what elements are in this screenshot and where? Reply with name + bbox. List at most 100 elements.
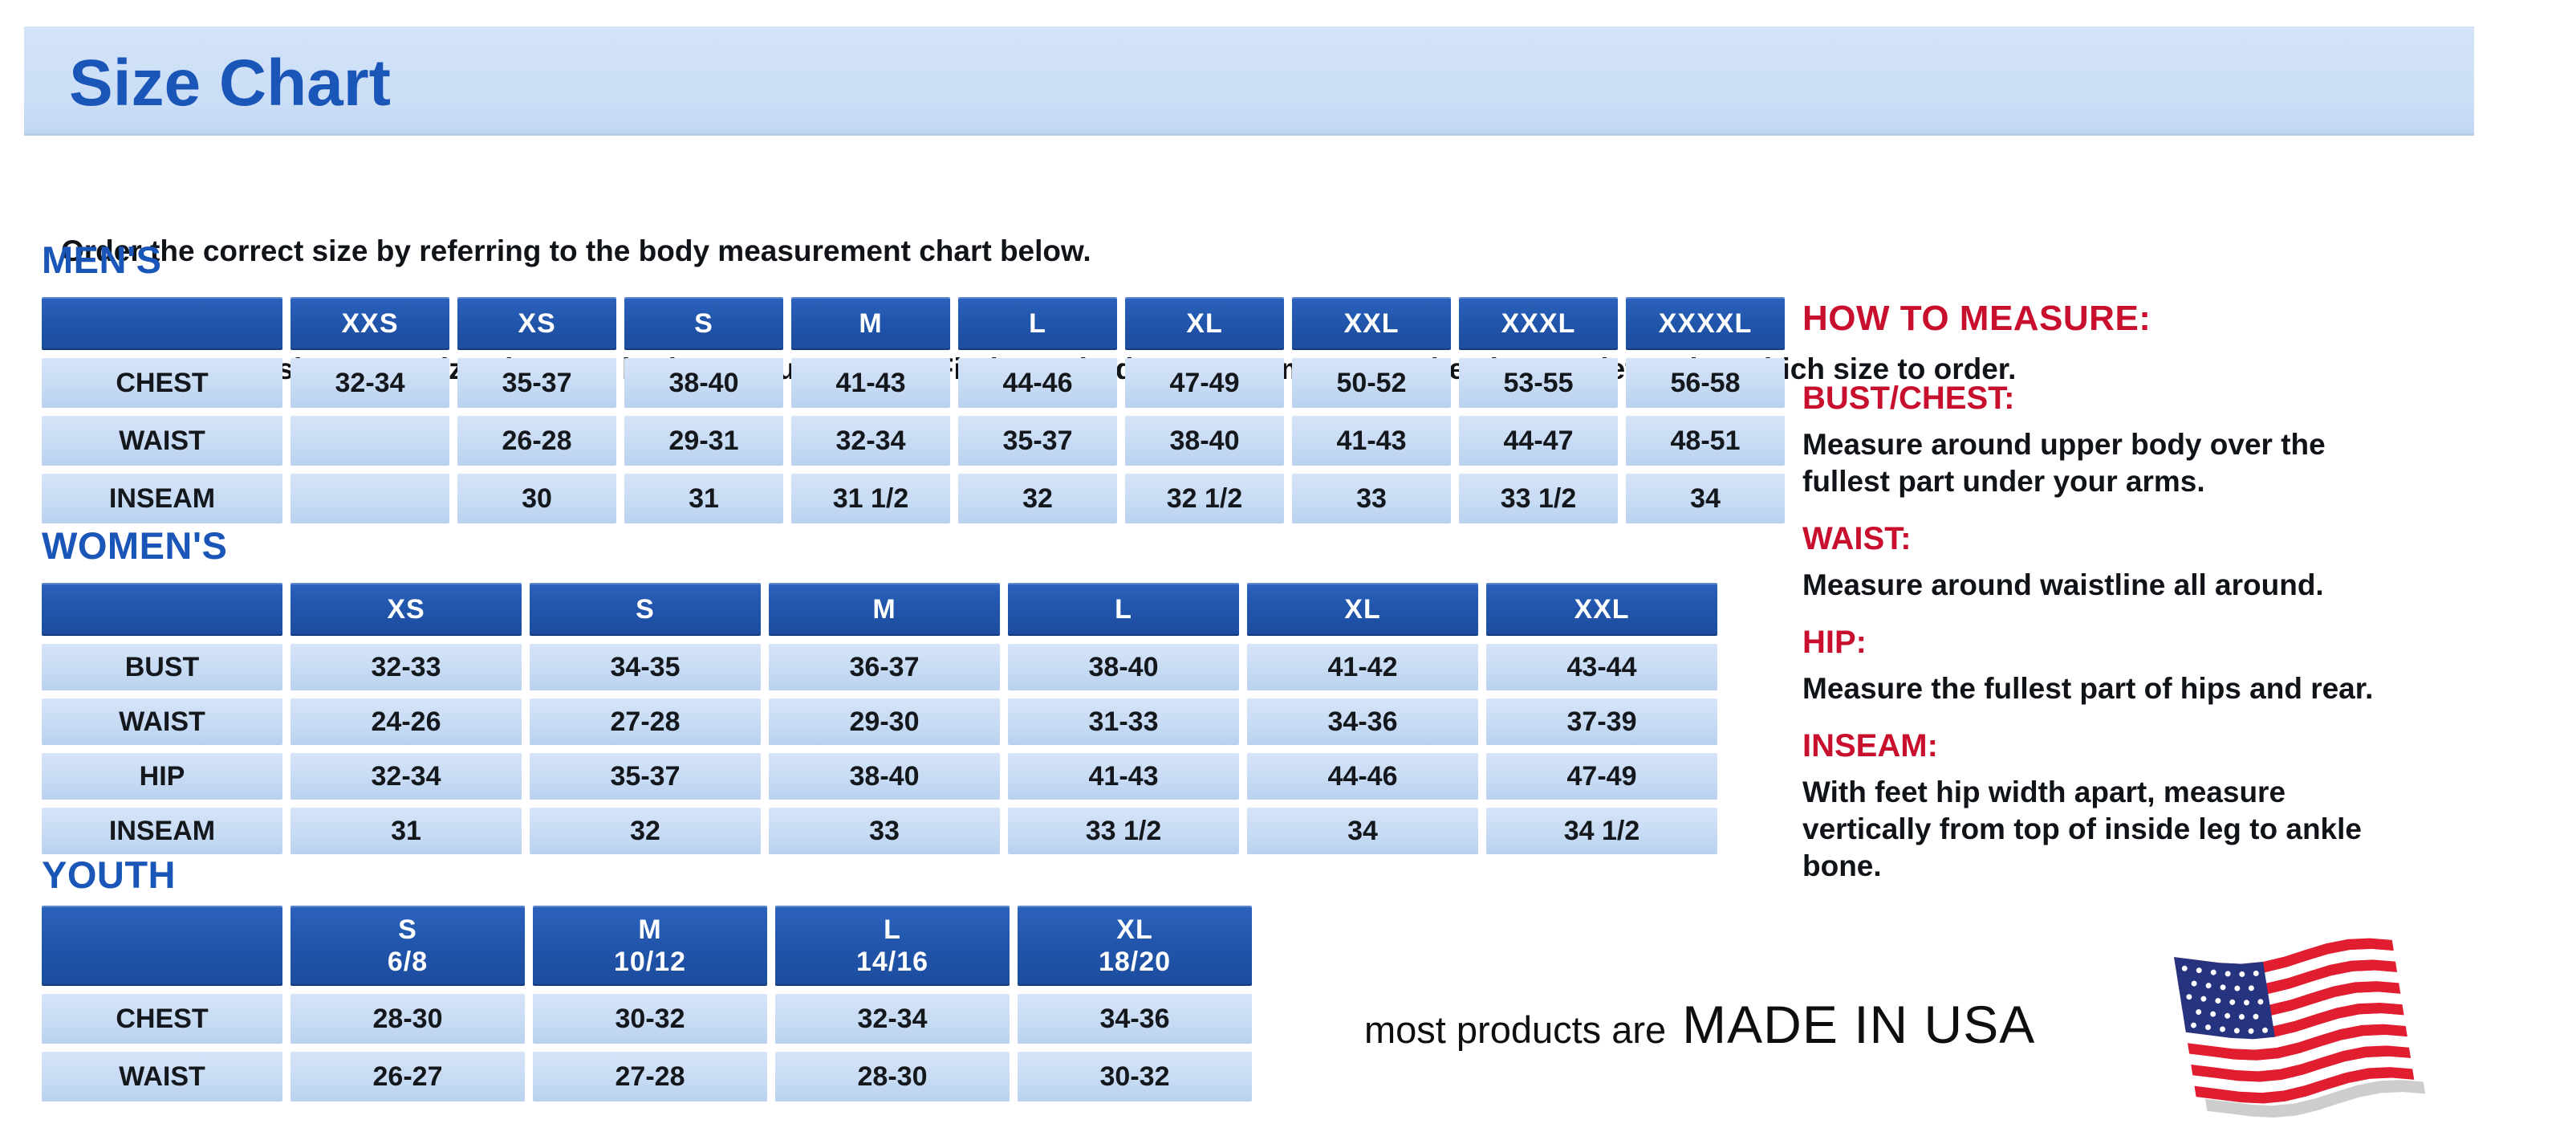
value-cell: 29-31 (624, 416, 783, 466)
youth-size-header: M 10/12 (533, 906, 767, 986)
men-size-header: XXXL (1459, 297, 1618, 350)
value-cell: 33 (769, 808, 1000, 854)
value-cell: 31-33 (1008, 698, 1239, 745)
men-row-waist: WAIST 26-28 29-31 32-34 35-37 38-40 41-43 44-47… (42, 416, 1785, 466)
women-row-hip: HIP 32-34 35-37 38-40 41-43 44-46 47-49 (42, 753, 1717, 800)
value-cell: 24-26 (291, 698, 522, 745)
women-row-inseam: INSEAM 31 32 33 33 1/2 34 34 1/2 (42, 808, 1717, 854)
value-cell: 47-49 (1125, 358, 1284, 408)
value-cell: 41-43 (1008, 753, 1239, 800)
women-size-header: L (1008, 583, 1239, 636)
value-cell: 27-28 (533, 1052, 767, 1101)
men-size-header: XXS (291, 297, 449, 350)
value-cell: 28-30 (775, 1052, 1010, 1101)
row-label: WAIST (42, 1052, 282, 1101)
value-cell: 38-40 (1008, 644, 1239, 690)
measure-item-text: With feet hip width apart, measure verti… (1802, 776, 2362, 882)
women-row-waist: WAIST 24-26 27-28 29-30 31-33 34-36 37-39 (42, 698, 1717, 745)
value-cell: 32 (530, 808, 761, 854)
value-cell: 32-34 (291, 753, 522, 800)
value-cell: 32 (958, 474, 1117, 523)
measure-item-label: WAIST: (1802, 521, 1912, 556)
value-cell: 33 1/2 (1459, 474, 1618, 523)
men-header-row: XXS XS S M L XL XXL XXXL XXXXL (42, 297, 1785, 350)
value-cell: 34-35 (530, 644, 761, 690)
row-label: INSEAM (42, 808, 282, 854)
women-header-row: XS S M L XL XXL (42, 583, 1717, 636)
intro-line-1: Order the correct size by referring to t… (61, 234, 1091, 267)
measure-item-text: Measure around waistline all around. (1802, 568, 2324, 601)
value-cell: 34 1/2 (1486, 808, 1717, 854)
value-cell: 26-28 (457, 416, 616, 466)
men-row-chest: CHEST 32-34 35-37 38-40 41-43 44-46 47-49 50-52… (42, 358, 1785, 408)
value-cell: 32-34 (791, 416, 950, 466)
mens-section-heading: MEN'S (42, 238, 162, 281)
value-cell: 38-40 (769, 753, 1000, 800)
women-size-header: XL (1247, 583, 1478, 636)
youth-size-table: S 6/8 M 10/12 L 14/16 XL 18/20 CHEST 28-30 30-32 32… (42, 906, 1252, 1110)
women-corner-cell (42, 583, 282, 636)
value-cell: 53-55 (1459, 358, 1618, 408)
value-cell: 36-37 (769, 644, 1000, 690)
measure-item-waist: WAIST: Measure around waistline all arou… (1802, 521, 2412, 604)
value-cell: 48-51 (1626, 416, 1785, 466)
measure-item-label: BUST/CHEST: (1802, 381, 2015, 416)
measure-item-text: Measure the fullest part of hips and rea… (1802, 672, 2374, 705)
page-title: Size Chart (69, 47, 391, 120)
value-cell: 35-37 (457, 358, 616, 408)
value-cell (291, 416, 449, 466)
womens-size-table: XS S M L XL XXL BUST 32-33 34-35 36-37 38-40 41-42 4… (42, 583, 1717, 862)
measure-item-inseam: INSEAM: With feet hip width apart, measu… (1802, 728, 2412, 885)
youth-row-waist: WAIST 26-27 27-28 28-30 30-32 (42, 1052, 1252, 1101)
value-cell: 28-30 (291, 994, 525, 1044)
row-label: CHEST (42, 358, 282, 408)
title-band: Size Chart (24, 26, 2474, 136)
made-in-usa-text: MADE IN USA (1682, 995, 2036, 1054)
youth-row-chest: CHEST 28-30 30-32 32-34 34-36 (42, 994, 1252, 1044)
men-size-header: S (624, 297, 783, 350)
men-size-header: XXL (1292, 297, 1451, 350)
row-label: WAIST (42, 416, 282, 466)
women-size-header: XS (291, 583, 522, 636)
youth-corner-cell (42, 906, 282, 986)
measure-item-label: INSEAM: (1802, 728, 1938, 763)
value-cell: 30-32 (1018, 1052, 1252, 1101)
measure-item-hip: HIP: Measure the fullest part of hips an… (1802, 625, 2412, 707)
value-cell: 37-39 (1486, 698, 1717, 745)
value-cell: 31 (624, 474, 783, 523)
us-flag-icon (2159, 923, 2432, 1124)
value-cell: 32-34 (291, 358, 449, 408)
men-size-header: M (791, 297, 950, 350)
value-cell: 27-28 (530, 698, 761, 745)
value-cell: 41-42 (1247, 644, 1478, 690)
value-cell: 43-44 (1486, 644, 1717, 690)
men-corner-cell (42, 297, 282, 350)
measure-item-text: Measure around upper body over the fulle… (1802, 428, 2326, 498)
measure-item-label: HIP: (1802, 625, 1867, 660)
how-to-measure-heading: HOW TO MEASURE: (1802, 299, 2151, 338)
men-size-header: XXXXL (1626, 297, 1785, 350)
value-cell: 56-58 (1626, 358, 1785, 408)
how-to-measure-panel: HOW TO MEASURE: BUST/CHEST: Measure arou… (1802, 299, 2412, 906)
women-size-header: XXL (1486, 583, 1717, 636)
value-cell: 30-32 (533, 994, 767, 1044)
measure-item-bust-chest: BUST/CHEST: Measure around upper body ov… (1802, 381, 2412, 500)
value-cell: 38-40 (624, 358, 783, 408)
value-cell: 44-47 (1459, 416, 1618, 466)
women-size-header: S (530, 583, 761, 636)
value-cell (291, 474, 449, 523)
men-size-header: XS (457, 297, 616, 350)
value-cell: 33 (1292, 474, 1451, 523)
value-cell: 41-43 (1292, 416, 1451, 466)
value-cell: 50-52 (1292, 358, 1451, 408)
row-label: HIP (42, 753, 282, 800)
made-in-usa-prefix: most products are (1364, 1008, 1667, 1051)
men-row-inseam: INSEAM 30 31 31 1/2 32 32 1/2 33 33 1/2 34 (42, 474, 1785, 523)
value-cell: 33 1/2 (1008, 808, 1239, 854)
us-flag-svg (2174, 938, 2426, 1118)
value-cell: 32-34 (775, 994, 1010, 1044)
men-size-header: XL (1125, 297, 1284, 350)
youth-size-header: XL 18/20 (1018, 906, 1252, 986)
women-size-header: M (769, 583, 1000, 636)
